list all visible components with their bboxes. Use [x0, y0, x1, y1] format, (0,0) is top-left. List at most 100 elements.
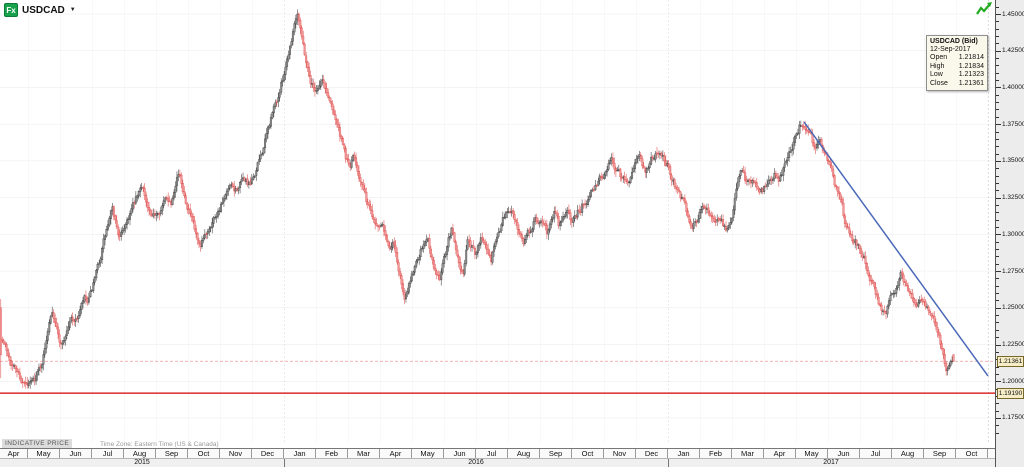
price-tick-label: 1.37500	[1002, 120, 1024, 128]
price-tick	[996, 80, 999, 82]
price-tick-label: 1.22500	[1002, 341, 1024, 349]
month-label: Jul	[92, 449, 124, 458]
price-tick	[996, 146, 999, 148]
price-tag: 1.21361	[997, 355, 1024, 367]
price-tick	[996, 300, 999, 302]
tooltip-title: USDCAD (Bid)	[930, 38, 978, 45]
month-label: Feb	[316, 449, 348, 458]
price-tick	[996, 432, 999, 434]
price-tick	[996, 43, 999, 45]
price-tick	[996, 293, 999, 295]
month-label: Aug	[892, 449, 924, 458]
fx-icon: Fx	[4, 3, 18, 17]
month-label: Aug	[508, 449, 540, 458]
close-value: 1.21361	[958, 79, 984, 87]
timezone-label: Time Zone: Eastern Time (US & Canada)	[100, 441, 219, 448]
low-label: Low	[930, 71, 943, 78]
price-tick	[996, 322, 999, 324]
price-tick-label: 1.42500	[1002, 47, 1024, 55]
price-tick-label: 1.30000	[1002, 230, 1024, 238]
price-tag: 1.19190	[997, 387, 1024, 399]
price-tick	[996, 425, 999, 427]
month-label: May	[412, 449, 444, 458]
month-label: Apr	[764, 449, 796, 458]
year-label: 2016	[468, 459, 484, 466]
price-tick	[996, 190, 999, 192]
month-label: Dec	[252, 449, 284, 458]
tooltip-close-row: Close 1.21361	[930, 80, 984, 89]
price-tick	[996, 116, 999, 118]
price-tick-label: 1.32500	[1002, 194, 1024, 202]
price-axis[interactable]: 1.45000 1.42500 1.40000 1.37500 1.35000 1.325…	[995, 0, 1024, 467]
chevron-down-icon[interactable]: ▼	[69, 7, 76, 13]
price-tick	[996, 14, 1001, 15]
price-tick	[996, 204, 999, 206]
month-label: Aug	[124, 449, 156, 458]
tooltip-high-row: High 1.21834	[930, 63, 984, 72]
tooltip-low-row: Low 1.21323	[930, 71, 984, 80]
tooltip-open-row: Open 1.21814	[930, 54, 984, 63]
month-label: Nov	[604, 449, 636, 458]
price-tick	[996, 160, 1001, 162]
price-tick	[996, 36, 999, 38]
month-label: Feb	[700, 449, 732, 458]
price-tick	[996, 329, 999, 331]
price-tick	[996, 366, 999, 368]
price-tick	[996, 241, 999, 243]
open-label: Open	[930, 54, 948, 61]
month-label: Sep	[540, 449, 572, 458]
price-tick-label: 1.45000	[1002, 10, 1024, 18]
month-label: Oct	[572, 449, 604, 458]
open-value: 1.21814	[958, 54, 984, 61]
time-axis-years: 2015 2016 2017	[0, 459, 995, 467]
price-tick	[996, 102, 999, 104]
price-tick	[996, 381, 1001, 383]
price-tick	[996, 131, 999, 133]
price-tick	[996, 410, 999, 412]
instrument-selector[interactable]: Fx USDCAD ▼	[4, 3, 76, 17]
price-tick	[996, 65, 999, 67]
month-label: May	[796, 449, 828, 458]
close-label: Close	[930, 79, 948, 87]
month-label: Sep	[156, 449, 188, 458]
month-label: Dec	[636, 449, 668, 458]
price-tick	[996, 28, 999, 30]
month-label: Jun	[60, 449, 92, 458]
price-tick-label: 1.27500	[1002, 267, 1024, 275]
price-tick-label: 1.40000	[1002, 83, 1024, 91]
month-label: Apr	[0, 449, 28, 458]
high-label: High	[930, 62, 945, 70]
price-tick	[996, 138, 999, 140]
candlestick-chart[interactable]	[0, 0, 995, 443]
price-tick	[996, 50, 1001, 52]
price-tick-label: 1.20000	[1002, 377, 1024, 385]
price-tick	[996, 219, 999, 221]
price-tick	[996, 373, 999, 375]
month-label: Mar	[732, 449, 764, 458]
price-tick	[996, 153, 999, 155]
price-tick	[996, 197, 1001, 199]
month-label: May	[28, 449, 60, 458]
tooltip-date: 12-Sep-2017	[930, 46, 971, 53]
year-divider	[284, 459, 285, 467]
instrument-label: USDCAD	[22, 4, 65, 16]
time-axis-months[interactable]: Apr May Jun Jul Aug Sep Oct Nov Dec Jan Feb Mar Apr M…	[0, 448, 995, 459]
trend-arrow-icon[interactable]	[976, 2, 993, 16]
month-label: Jul	[476, 449, 508, 458]
month-label: Mar	[348, 449, 380, 458]
price-tick	[996, 58, 999, 60]
indicative-price-label: INDICATIVE PRICE	[2, 439, 73, 448]
price-tick-label: 1.35000	[1002, 157, 1024, 165]
price-tick	[996, 124, 1001, 126]
price-tick	[996, 263, 999, 265]
price-tick	[996, 337, 999, 339]
month-label: Jun	[828, 449, 860, 458]
price-tick	[996, 278, 999, 280]
price-tick	[996, 351, 999, 353]
price-tick	[996, 256, 999, 258]
year-divider	[668, 459, 669, 467]
price-tick	[996, 6, 999, 8]
price-tick	[996, 212, 999, 214]
price-tick	[996, 168, 999, 170]
